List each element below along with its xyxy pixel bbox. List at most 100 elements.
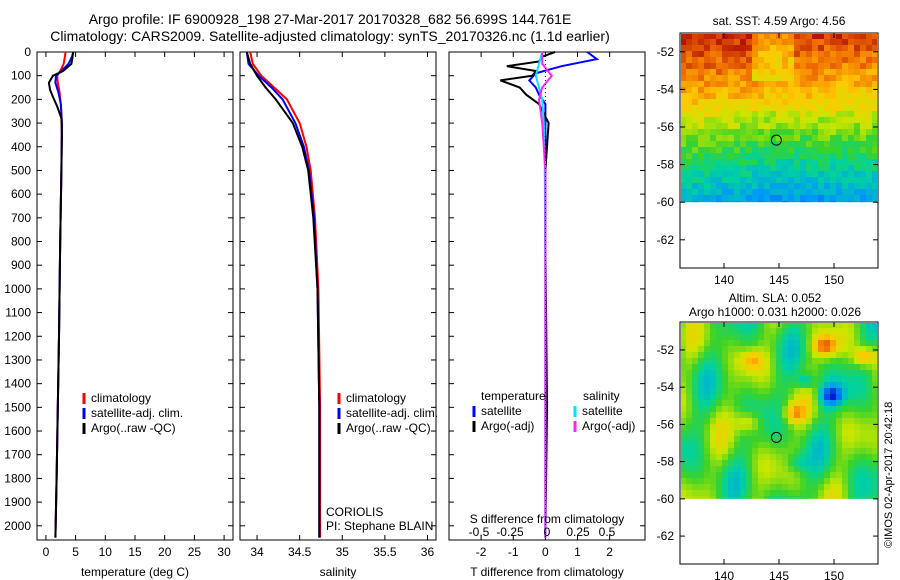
map-cell — [758, 51, 765, 58]
map-cell — [692, 189, 699, 196]
map-cell — [770, 358, 777, 365]
map-cell — [836, 484, 843, 491]
map-cell — [872, 34, 877, 40]
map-cell — [794, 454, 801, 461]
map-cell — [758, 69, 765, 76]
map-cell — [698, 135, 705, 142]
map-cell — [740, 63, 747, 70]
legend-label: satellite-adj. clim. — [346, 406, 438, 420]
map-cell — [866, 99, 873, 106]
map-cell — [824, 490, 831, 497]
map-cell — [860, 69, 867, 76]
map-cell — [758, 466, 765, 473]
map-cell — [746, 147, 753, 154]
map-cell — [830, 496, 837, 499]
map-cell — [788, 364, 795, 371]
map-cell — [722, 394, 729, 401]
map-cell — [698, 352, 705, 359]
map-cell — [830, 93, 837, 100]
map-cell — [728, 478, 735, 485]
map-cell — [794, 430, 801, 437]
map-cell — [722, 201, 729, 203]
map-cell — [860, 323, 867, 329]
map-cell — [758, 129, 765, 136]
map-cell — [776, 51, 783, 58]
map-cell — [716, 490, 723, 497]
map-cell — [764, 323, 771, 329]
map-cell — [800, 195, 807, 202]
map-cell — [830, 57, 837, 64]
map-cell — [794, 323, 801, 329]
map-cell — [818, 454, 825, 461]
map-cell — [842, 358, 849, 365]
map-cell — [818, 448, 825, 455]
map-cell — [681, 346, 687, 353]
map-cell — [848, 334, 855, 341]
map-cell — [746, 323, 753, 329]
map-cell — [824, 340, 831, 347]
map-cell — [788, 394, 795, 401]
map-cell — [710, 418, 717, 425]
map-cell — [872, 448, 877, 455]
map-cell — [764, 87, 771, 94]
map-cell — [734, 478, 741, 485]
map-cell — [806, 69, 813, 76]
map-cell — [698, 466, 705, 473]
map-cell — [800, 201, 807, 203]
map-cell — [692, 376, 699, 383]
map-cell — [818, 159, 825, 166]
map-cell — [848, 81, 855, 88]
map-cell — [746, 400, 753, 407]
map-cell — [692, 75, 699, 82]
map-cell — [752, 394, 759, 401]
map-cell — [812, 141, 819, 148]
map-cell — [800, 177, 807, 184]
map-cell — [716, 352, 723, 359]
map-cell — [728, 412, 735, 419]
map-cell — [710, 99, 717, 106]
map-cell — [764, 69, 771, 76]
map-cell — [800, 129, 807, 136]
map-cell — [782, 376, 789, 383]
map-cell — [764, 364, 771, 371]
map-cell — [770, 472, 777, 479]
map-cell — [836, 370, 843, 377]
map-cell — [710, 75, 717, 82]
map-cell — [722, 370, 729, 377]
map-cell — [824, 87, 831, 94]
map-cell — [806, 478, 813, 485]
map-cell — [686, 141, 693, 148]
map-cell — [758, 346, 765, 353]
map-cell — [681, 490, 687, 497]
map-cell — [836, 93, 843, 100]
map-cell — [734, 195, 741, 202]
map-cell — [836, 87, 843, 94]
map-cell — [746, 418, 753, 425]
map-cell — [872, 340, 877, 347]
map-cell — [794, 472, 801, 479]
map-cell — [770, 51, 777, 58]
map-cell — [746, 394, 753, 401]
map-cell — [734, 189, 741, 196]
map-cell — [818, 99, 825, 106]
map-cell — [692, 171, 699, 178]
map-cell — [764, 39, 771, 46]
map-cell — [842, 81, 849, 88]
map-cell — [848, 34, 855, 40]
map-cell — [716, 81, 723, 88]
map-cell — [824, 466, 831, 473]
map-cell — [746, 159, 753, 166]
map-cell — [722, 382, 729, 389]
map-cell — [686, 57, 693, 64]
map-cell — [728, 147, 735, 154]
map-cell — [842, 183, 849, 190]
map-cell — [704, 442, 711, 449]
map-cell — [692, 388, 699, 395]
map-cell — [848, 171, 855, 178]
map-cell — [776, 87, 783, 94]
map-cell — [872, 334, 877, 341]
map-cell — [788, 466, 795, 473]
map-cell — [818, 388, 825, 395]
map-cell — [848, 406, 855, 413]
